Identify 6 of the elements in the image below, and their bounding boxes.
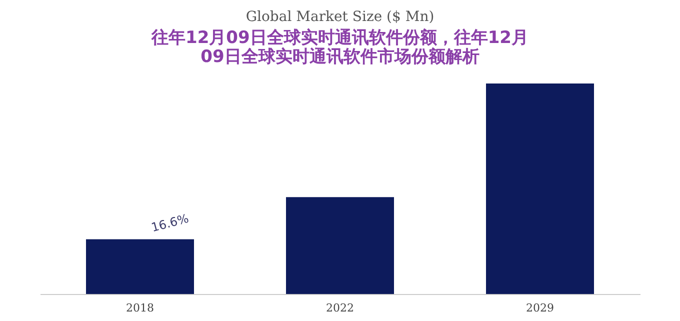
annotation: 16.6% — [150, 211, 190, 235]
chart-title: Global Market Size ($ Mn) — [246, 9, 434, 25]
x-tick-label: 2029 — [526, 302, 554, 314]
x-tick-label: 2018 — [126, 302, 154, 314]
chart-subtitle: 往年12月09日全球实时通讯软件份额，往年12月09日全球实时通讯软件市场份额解析 — [150, 28, 528, 67]
x-tick-label: 2022 — [326, 302, 354, 314]
